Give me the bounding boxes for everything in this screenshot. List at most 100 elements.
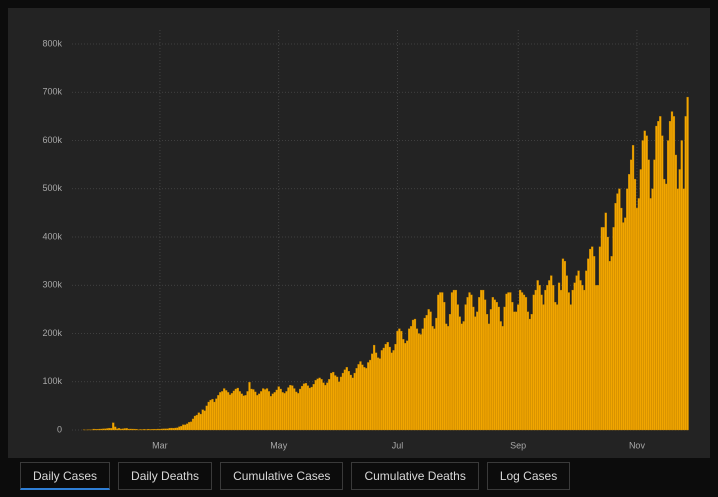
- bar: [520, 292, 524, 431]
- y-tick-label: 100k: [42, 376, 62, 386]
- bar: [273, 392, 276, 431]
- bar: [596, 285, 600, 431]
- bar: [232, 390, 236, 431]
- tab[interactable]: Cumulative Cases: [220, 462, 344, 490]
- tab[interactable]: Daily Deaths: [118, 462, 213, 490]
- tab-bar: Daily Cases Daily Deaths Cumulative Cases C…: [20, 462, 571, 490]
- bar: [482, 289, 485, 431]
- bar: [269, 396, 273, 431]
- bar: [178, 426, 181, 431]
- bar: [497, 306, 500, 431]
- bar: [501, 326, 504, 431]
- bar: [328, 379, 331, 431]
- x-tick-label: Jul: [392, 440, 404, 450]
- bar: [226, 392, 230, 431]
- bar: [211, 398, 214, 431]
- bar: [133, 428, 136, 431]
- bar: [186, 423, 189, 431]
- bar: [598, 246, 602, 431]
- x-tick-label: Nov: [629, 440, 646, 450]
- bar: [335, 376, 339, 431]
- bar: [275, 389, 278, 431]
- bar: [602, 227, 605, 431]
- bar: [400, 330, 403, 431]
- bar: [180, 425, 183, 431]
- bar: [182, 424, 185, 431]
- bar: [468, 292, 471, 431]
- bar: [649, 198, 652, 431]
- bar: [297, 393, 300, 431]
- bar: [550, 275, 553, 431]
- bar: [404, 342, 407, 431]
- bar: [388, 346, 391, 431]
- bar: [390, 352, 393, 431]
- bar: [528, 318, 531, 431]
- bar: [548, 280, 551, 431]
- bar: [112, 422, 115, 431]
- bar: [386, 342, 389, 431]
- bar: [519, 289, 522, 431]
- bar: [147, 428, 150, 431]
- bar: [349, 374, 352, 431]
- bar: [314, 380, 317, 431]
- bar: [406, 340, 409, 431]
- bar: [267, 391, 271, 431]
- bar: [369, 359, 372, 431]
- bar: [104, 428, 107, 431]
- bar: [238, 391, 241, 431]
- bar: [254, 391, 257, 431]
- bar: [513, 311, 516, 431]
- bar: [437, 294, 440, 431]
- bar: [643, 130, 646, 431]
- bar: [559, 289, 563, 431]
- bar: [361, 364, 364, 431]
- bar: [624, 217, 627, 431]
- bar: [106, 428, 109, 431]
- bar: [661, 135, 664, 431]
- bar: [573, 282, 576, 431]
- bar: [448, 314, 452, 431]
- bar: [260, 391, 263, 431]
- bar: [96, 429, 99, 431]
- bar: [372, 344, 376, 431]
- bar: [676, 188, 679, 431]
- bar: [119, 428, 123, 431]
- bar: [659, 116, 662, 431]
- tab[interactable]: Log Cases: [486, 462, 571, 490]
- bar: [441, 292, 444, 431]
- bar: [668, 121, 672, 431]
- bar: [446, 326, 450, 431]
- bar: [487, 323, 491, 431]
- bar: [306, 385, 310, 431]
- bar: [606, 236, 609, 431]
- bar: [302, 383, 306, 431]
- bar: [205, 405, 208, 431]
- bar: [612, 227, 615, 431]
- bar: [579, 280, 582, 431]
- bar: [534, 289, 537, 431]
- bar: [164, 428, 167, 431]
- bar: [552, 285, 555, 431]
- tab[interactable]: Daily Cases: [20, 462, 111, 490]
- bar: [466, 297, 469, 431]
- bar: [571, 289, 574, 431]
- bar: [277, 386, 280, 431]
- bar: [672, 116, 676, 431]
- bar: [493, 299, 496, 431]
- bar: [495, 301, 498, 431]
- bar: [524, 297, 528, 431]
- bar: [357, 364, 360, 431]
- bar: [544, 289, 547, 431]
- bar: [172, 428, 175, 431]
- bar: [398, 328, 401, 431]
- bar: [201, 409, 204, 431]
- x-tick-label: May: [270, 440, 288, 450]
- bar: [287, 387, 290, 431]
- bar: [248, 382, 251, 431]
- bar: [631, 145, 635, 431]
- bar: [108, 427, 111, 431]
- bar: [686, 96, 689, 431]
- tab[interactable]: Cumulative Deaths: [351, 462, 479, 490]
- bar: [371, 353, 374, 431]
- bar: [298, 388, 302, 431]
